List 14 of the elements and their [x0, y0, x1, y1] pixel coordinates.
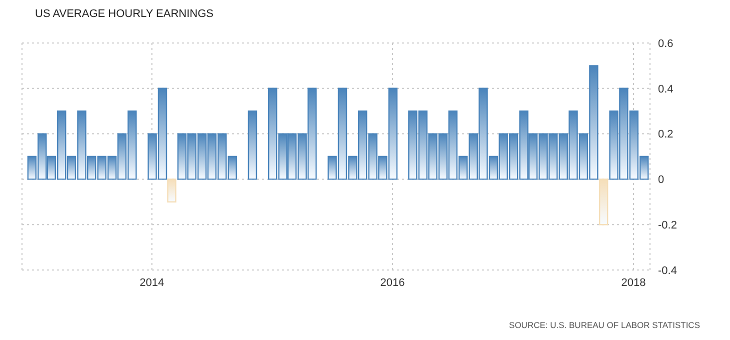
source-note: SOURCE: U.S. BUREAU OF LABOR STATISTICS: [509, 320, 700, 330]
bar: [598, 178, 608, 226]
y-tick-label: -0.2: [658, 220, 677, 232]
bar: [167, 178, 176, 202]
y-tick-label: 0.2: [658, 128, 674, 141]
x-tick-label: 2014: [140, 276, 164, 289]
y-tick-label: 0.4: [658, 83, 674, 96]
x-tick-label: 2018: [621, 276, 646, 289]
y-tick-label: -0.4: [658, 264, 677, 277]
bar: [248, 110, 258, 180]
x-tick-label: 2016: [380, 276, 405, 289]
y-tick-label: 0: [658, 174, 664, 186]
y-tick-label: 0.6: [658, 38, 674, 50]
chart-title: US AVERAGE HOURLY EARNINGS: [35, 8, 214, 20]
